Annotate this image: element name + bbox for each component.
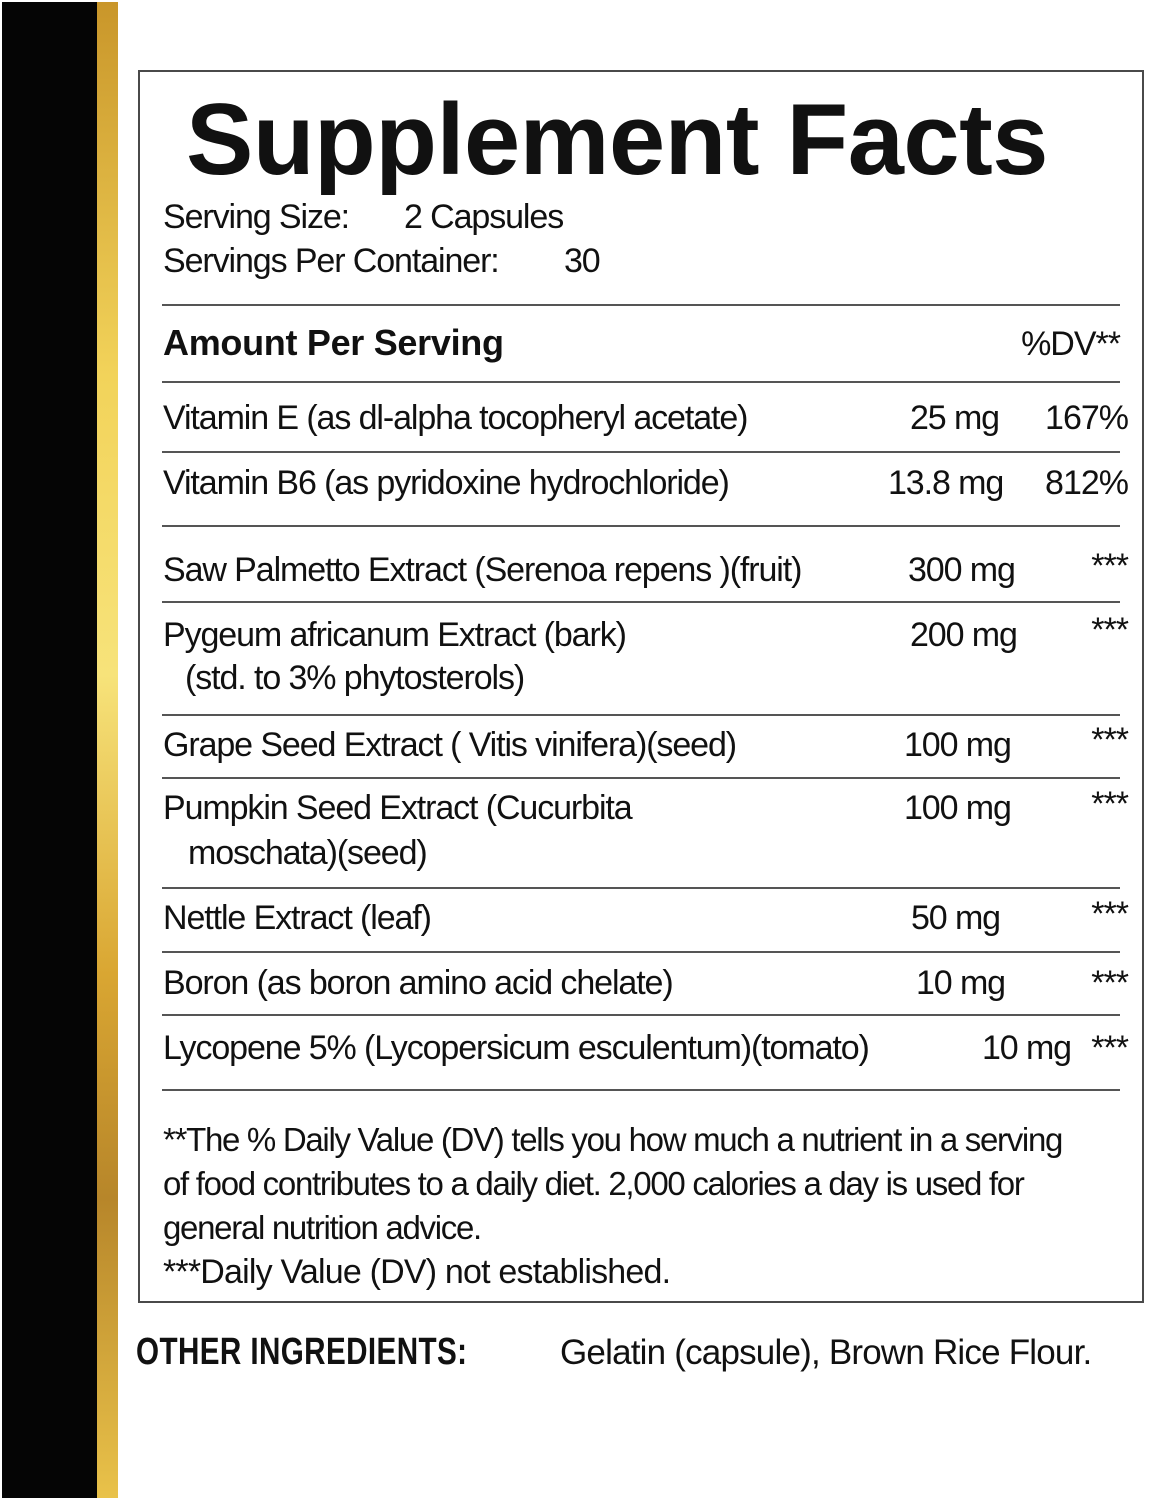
ingredient-dv: 812% (1045, 464, 1129, 502)
ingredient-name: Grape Seed Extract ( Vitis vinifera)(see… (163, 726, 737, 764)
ingredient-amount: 25 mg (910, 399, 1000, 437)
panel-title: Supplement Facts (186, 84, 1048, 196)
footnote: of food contributes to a daily diet. 2,0… (163, 1165, 1025, 1202)
divider (162, 714, 1120, 716)
ingredient-name-continued: (std. to 3% phytosterols) (185, 659, 525, 697)
ingredient-name: Pygeum africanum Extract (bark) (163, 616, 627, 654)
serving-size-label: Serving Size: (163, 198, 350, 236)
ingredient-name: Pumpkin Seed Extract (Cucurbita (163, 789, 633, 827)
servings-per-container-value: 30 (564, 242, 601, 280)
ingredient-amount: 50 mg (911, 899, 1001, 937)
ingredient-amount: 10 mg (916, 964, 1006, 1002)
gold-stripe (97, 2, 118, 1498)
footnote: general nutrition advice. (163, 1209, 482, 1246)
other-ingredients-label: OTHER INGREDIENTS: (136, 1331, 468, 1373)
serving-size-value: 2 Capsules (404, 198, 564, 236)
ingredient-dv: 167% (1045, 399, 1129, 437)
ingredient-dv: *** (1091, 721, 1129, 759)
ingredient-name: Nettle Extract (leaf) (163, 899, 432, 937)
ingredient-amount: 200 mg (910, 616, 1018, 654)
ingredient-name-continued: moschata)(seed) (188, 834, 428, 872)
ingredient-name: Boron (as boron amino acid chelate) (163, 964, 674, 1002)
ingredient-name: Lycopene 5% (Lycopersicum esculentum)(to… (163, 1029, 870, 1067)
ingredient-dv: *** (1091, 785, 1129, 823)
divider (162, 777, 1120, 779)
divider (162, 601, 1120, 603)
divider (162, 951, 1120, 953)
footnote: **The % Daily Value (DV) tells you how m… (163, 1121, 1063, 1158)
divider (162, 304, 1120, 306)
divider (162, 1014, 1120, 1016)
divider (162, 525, 1120, 527)
footnote: ***Daily Value (DV) not established. (163, 1253, 671, 1291)
ingredient-amount: 10 mg (982, 1029, 1072, 1067)
ingredient-amount: 100 mg (904, 789, 1012, 827)
supplement-facts-panel (138, 70, 1144, 1303)
black-side-bar (2, 2, 97, 1498)
divider (162, 451, 1120, 453)
ingredient-name: Saw Palmetto Extract (Serenoa repens )(f… (163, 551, 802, 589)
divider (162, 381, 1120, 383)
ingredient-amount: 13.8 mg (888, 464, 1004, 502)
ingredient-amount: 300 mg (908, 551, 1016, 589)
divider (162, 1089, 1120, 1091)
ingredient-name: Vitamin B6 (as pyridoxine hydrochloride) (163, 464, 730, 502)
divider (162, 887, 1120, 889)
ingredient-name: Vitamin E (as dl-alpha tocopheryl acetat… (163, 399, 749, 437)
servings-per-container-label: Servings Per Container: (163, 242, 500, 280)
dv-header: %DV** (1021, 325, 1121, 363)
ingredient-dv: *** (1091, 964, 1129, 1002)
ingredient-amount: 100 mg (904, 726, 1012, 764)
ingredient-dv: *** (1091, 611, 1129, 649)
ingredient-dv: *** (1091, 1029, 1129, 1067)
other-ingredients-text: Gelatin (capsule), Brown Rice Flour. (560, 1333, 1092, 1372)
amount-per-serving-header: Amount Per Serving (163, 322, 504, 363)
ingredient-dv: *** (1091, 547, 1129, 585)
ingredient-dv: *** (1091, 895, 1129, 933)
